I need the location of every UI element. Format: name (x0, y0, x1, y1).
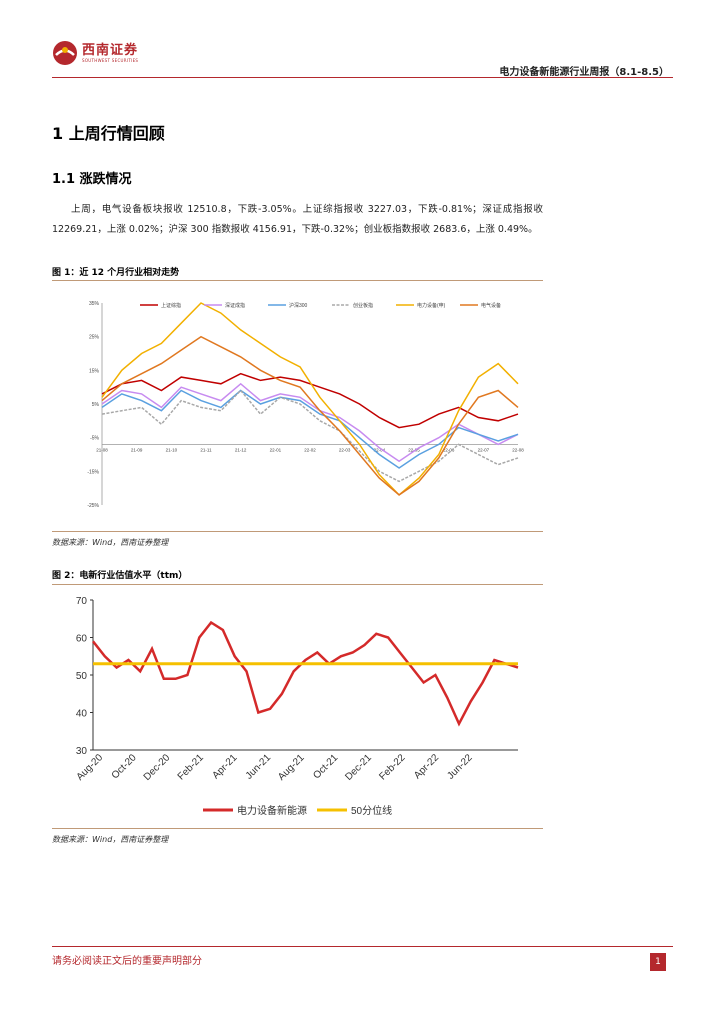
logo-english-name: SOUTHWEST SECURITIES (82, 58, 139, 63)
series-line (101, 335, 519, 496)
y-tick-label: 30 (76, 746, 88, 757)
figure2-bottom-rule (52, 828, 543, 829)
series-line (101, 372, 519, 429)
series-line (101, 302, 519, 496)
x-tick-label: 21-09 (131, 447, 143, 452)
x-tick-label: Jun-22 (445, 752, 475, 782)
figure1-source: 数据来源：Wind，西南证券整理 (52, 538, 169, 547)
x-tick-label: Apr-22 (412, 752, 441, 781)
header-divider (52, 77, 673, 78)
figure1-top-rule (52, 280, 543, 281)
x-tick-label: 21-12 (235, 447, 247, 452)
y-tick-label: -15% (87, 469, 99, 475)
company-logo: 西南证券 SOUTHWEST SECURITIES (52, 40, 138, 66)
x-tick-label: 21-10 (166, 447, 178, 452)
x-tick-label: Dec-21 (343, 752, 374, 783)
y-tick-label: 25% (89, 335, 100, 341)
subsection-heading: 1.1 涨跌情况 (52, 172, 132, 187)
x-tick-label: Oct-20 (110, 752, 139, 781)
x-tick-label: 22-03 (339, 447, 351, 452)
legend-label: 沪深300 (289, 302, 308, 309)
y-tick-label: 15% (89, 368, 100, 374)
legend-label: 电力设备新能源 (237, 804, 307, 817)
legend-label: 50分位线 (351, 804, 392, 817)
section-heading: 1 上周行情回顾 (52, 124, 165, 143)
report-title: 电力设备新能源行业周报（8.1-8.5） (499, 67, 669, 78)
x-tick-label: 22-07 (478, 447, 490, 452)
x-tick-label: 22-04 (374, 447, 386, 452)
legend-label: 创业板指 (353, 302, 373, 309)
legend-label: 深证成指 (225, 302, 245, 309)
figure1-caption: 图 1：近 12 个月行业相对走势 (52, 268, 180, 278)
y-tick-label: -25% (87, 503, 99, 509)
figure2-top-rule (52, 584, 543, 585)
legend-label: 电力设备(申) (417, 302, 446, 309)
valuation-series-line (92, 620, 519, 727)
x-tick-label: Apr-21 (211, 752, 240, 781)
y-tick-label: 40 (76, 709, 88, 720)
figure2-caption: 图 2：电新行业估值水平（ttm） (52, 571, 188, 581)
legend-label: 电气设备 (481, 302, 501, 309)
x-tick-label: 22-02 (304, 447, 316, 452)
page-number: 1 (650, 953, 666, 971)
figure2-source: 数据来源：Wind，西南证券整理 (52, 835, 169, 844)
legend-label: 上证综指 (161, 302, 181, 309)
y-tick-label: 70 (76, 596, 88, 607)
relative-performance-chart: 35% 25% 15% 5% -5% -15% -25% 21-08 21-09 21-10 21-… (87, 301, 524, 509)
series-line (101, 389, 519, 469)
x-tick-label: Dec-20 (142, 752, 173, 783)
y-tick-label: 35% (89, 301, 100, 307)
x-tick-label: 22-08 (512, 447, 524, 452)
x-tick-label: Aug-21 (276, 752, 307, 783)
logo-emblem-icon (53, 41, 77, 65)
footer-disclaimer: 请务必阅读正文后的重要声明部分 (52, 956, 202, 967)
x-tick-label: Jun-21 (244, 752, 274, 782)
x-tick-label: 21-08 (96, 447, 108, 452)
x-tick-label: 22-01 (270, 447, 282, 452)
figure1-bottom-rule (52, 531, 543, 532)
y-tick-label: 50 (76, 671, 88, 682)
series-line (101, 389, 519, 483)
logo-chinese-name: 西南证券 (82, 43, 139, 58)
x-tick-label: Feb-22 (377, 752, 407, 782)
y-tick-label: 60 (76, 634, 88, 645)
x-tick-label: 22-06 (443, 447, 455, 452)
market-summary-paragraph: 上周，电气设备板块报收 12510.8，下跌-3.05%。上证综指报收 3227… (52, 204, 543, 235)
x-tick-label: Feb-21 (176, 752, 206, 782)
y-tick-label: -5% (90, 436, 99, 442)
x-tick-label: Oct-21 (311, 752, 340, 781)
x-tick-label: 21-11 (200, 447, 212, 452)
x-tick-label: 22-05 (408, 447, 420, 452)
y-tick-label: 5% (92, 402, 100, 408)
footer-divider (52, 946, 673, 947)
